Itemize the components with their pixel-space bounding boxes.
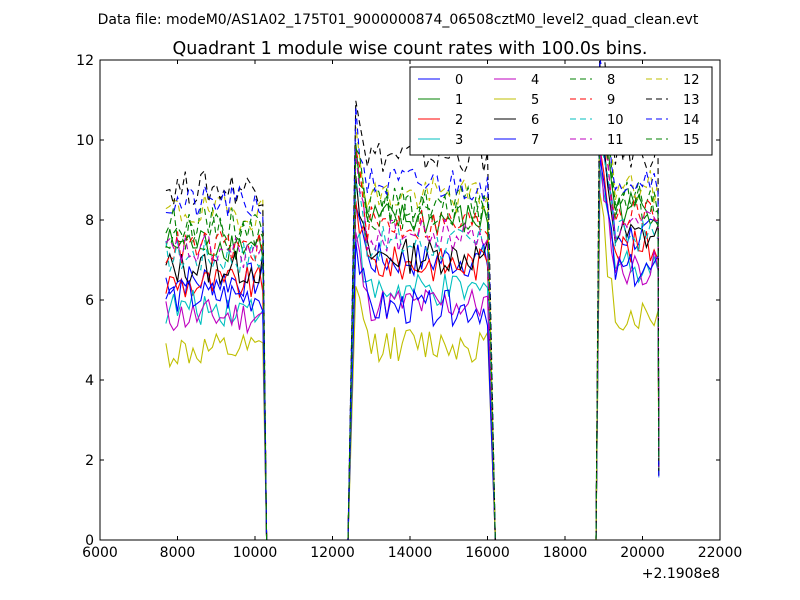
series-line-2 bbox=[165, 147, 660, 540]
x-tick-label: 14000 bbox=[388, 545, 433, 561]
legend-label-10: 10 bbox=[607, 113, 624, 128]
series-line-1 bbox=[165, 102, 660, 540]
legend-label-12: 12 bbox=[683, 73, 700, 88]
x-tick-label: 8000 bbox=[160, 545, 196, 561]
legend-label-2: 2 bbox=[455, 113, 463, 128]
x-tick-label: 20000 bbox=[620, 545, 665, 561]
x-tick-label: 22000 bbox=[698, 545, 743, 561]
legend-label-3: 3 bbox=[455, 133, 463, 148]
y-tick-label: 4 bbox=[85, 373, 94, 389]
chart-title: Quadrant 1 module wise count rates with … bbox=[173, 39, 648, 59]
series-line-9 bbox=[165, 107, 660, 540]
series-line-15 bbox=[165, 90, 660, 540]
y-tick-label: 6 bbox=[85, 293, 94, 309]
legend-label-8: 8 bbox=[607, 73, 615, 88]
series-line-11 bbox=[165, 132, 660, 540]
y-tick-label: 8 bbox=[85, 213, 94, 229]
y-tick-label: 12 bbox=[76, 53, 94, 69]
series-line-7 bbox=[165, 158, 660, 540]
legend-label-15: 15 bbox=[683, 133, 700, 148]
y-tick-label: 2 bbox=[85, 453, 94, 469]
x-tick-label: 6000 bbox=[82, 545, 118, 561]
legend-label-9: 9 bbox=[607, 93, 615, 108]
x-tick-label: 18000 bbox=[543, 545, 588, 561]
y-tick-label: 10 bbox=[76, 133, 94, 149]
series-line-6 bbox=[165, 117, 660, 540]
x-tick-label: 10000 bbox=[233, 545, 278, 561]
legend-label-0: 0 bbox=[455, 73, 463, 88]
legend-box bbox=[409, 66, 713, 156]
legend-label-5: 5 bbox=[531, 93, 539, 108]
series-line-4 bbox=[165, 140, 660, 540]
legend-label-4: 4 bbox=[531, 73, 539, 88]
legend-label-14: 14 bbox=[683, 113, 700, 128]
x-tick-label: 16000 bbox=[465, 545, 510, 561]
series-line-14 bbox=[165, 60, 660, 540]
legend-label-7: 7 bbox=[531, 133, 539, 148]
series-line-3 bbox=[165, 167, 660, 540]
series-line-5 bbox=[165, 193, 660, 540]
legend-label-6: 6 bbox=[531, 113, 539, 128]
legend-label-1: 1 bbox=[455, 93, 463, 108]
axis-ticks: 6000 8000 10000 12000 14000 16000 18000 20000 22… bbox=[76, 53, 742, 561]
x-tick-label: 12000 bbox=[310, 545, 355, 561]
legend-label-13: 13 bbox=[683, 93, 700, 108]
file-suptitle: Data file: modeM0/AS1A02_175T01_90000008… bbox=[98, 12, 699, 28]
legend-label-11: 11 bbox=[607, 133, 624, 148]
y-tick-label: 0 bbox=[85, 533, 94, 549]
series-line-13 bbox=[165, 60, 660, 540]
series-line-10 bbox=[165, 136, 660, 540]
x-offset-label: +2.1908e8 bbox=[642, 566, 720, 582]
